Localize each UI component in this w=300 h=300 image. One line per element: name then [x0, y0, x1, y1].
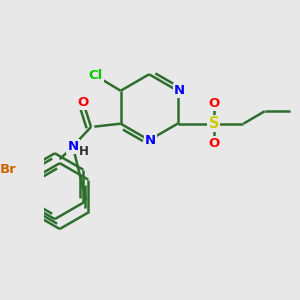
Text: N: N [145, 134, 156, 147]
Text: O: O [208, 98, 220, 110]
Text: Br: Br [0, 163, 16, 176]
Text: H: H [79, 145, 88, 158]
Text: O: O [208, 137, 220, 150]
Text: S: S [208, 116, 219, 131]
Text: N: N [68, 140, 79, 153]
Text: N: N [174, 84, 185, 97]
Text: Cl: Cl [89, 70, 103, 83]
Text: O: O [77, 96, 88, 109]
